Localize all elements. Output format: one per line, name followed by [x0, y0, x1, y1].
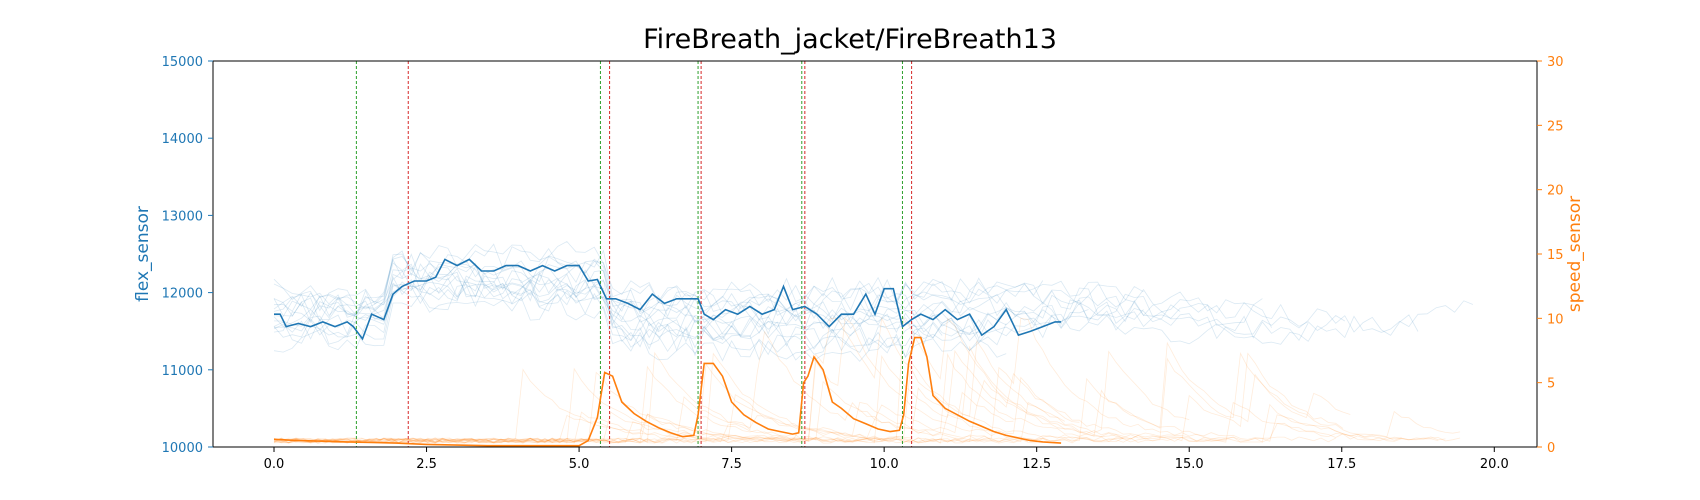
y-right-tick-label: 10 [1547, 312, 1564, 327]
faint-flex-line [273, 269, 1272, 362]
faint-speed-line [273, 316, 1124, 444]
flex-sensor-line [274, 258, 1062, 341]
faint-speed-line [273, 341, 1461, 444]
faint-speed-line [273, 352, 1344, 444]
faint-flex-line [273, 250, 1089, 350]
y-left-tick-label: 13000 [162, 209, 203, 224]
faint-sample-lines [273, 240, 1474, 444]
faint-speed-line [273, 330, 1029, 444]
x-tick-label: 10.0 [870, 457, 899, 472]
axes: 0.0 2.5 5.0 7.5 10.0 12.5 15.0 17.5 20.0 10000 110… [162, 55, 1564, 472]
x-tick-label: 2.5 [416, 457, 437, 472]
faint-speed-line [273, 352, 1351, 444]
faint-flex-line [273, 240, 1181, 340]
y-right-tick-label: 20 [1547, 184, 1564, 199]
faint-flex-line [273, 269, 1309, 342]
faint-speed-line [273, 350, 1190, 444]
x-tick-label: 7.5 [721, 457, 742, 472]
series-layer [273, 258, 1062, 447]
x-tick-label: 12.5 [1022, 457, 1051, 472]
faint-flex-line [273, 276, 1346, 335]
faint-flex-line [273, 283, 1144, 350]
y-left-tick-label: 14000 [162, 132, 203, 147]
faint-speed-line [273, 352, 1014, 444]
faint-flex-line [273, 260, 1263, 356]
speed-sensor-line [273, 336, 1062, 447]
plot-frame [212, 60, 1538, 448]
y-left-axis-label: flex_sensor [133, 206, 153, 302]
faint-flex-line [273, 258, 979, 353]
faint-flex-line [273, 266, 989, 362]
faint-flex-line [273, 269, 1474, 347]
faint-speed-line [273, 345, 1446, 444]
faint-flex-line [273, 275, 1419, 341]
y-right-axis-label: speed_sensor [1565, 196, 1585, 312]
chart-title: FireBreath_jacket/FireBreath13 [643, 24, 1057, 55]
faint-flex-line [273, 255, 1007, 346]
faint-speed-line [273, 379, 1461, 444]
y-left-tick-label: 12000 [162, 287, 203, 302]
faint-flex-line [273, 253, 1044, 339]
y-left-tick-label: 11000 [162, 364, 203, 379]
x-tick-label: 0.0 [264, 457, 285, 472]
y-left-tick-label: 15000 [162, 55, 203, 70]
y-right-tick-label: 15 [1547, 248, 1564, 263]
x-tick-label: 20.0 [1480, 457, 1509, 472]
x-tick-label: 17.5 [1327, 457, 1356, 472]
faint-speed-line [273, 349, 1080, 444]
y-right-tick-label: 25 [1547, 119, 1564, 134]
y-left-tick-label: 10000 [162, 441, 203, 456]
faint-flex-line [273, 262, 1144, 346]
faint-speed-line [273, 317, 1402, 444]
faint-speed-line [273, 317, 1124, 444]
y-right-tick-label: 0 [1547, 441, 1555, 456]
faint-speed-line [273, 376, 1439, 444]
y-right-tick-label: 5 [1547, 377, 1555, 392]
y-right-tick-label: 30 [1547, 55, 1564, 70]
x-tick-label: 5.0 [569, 457, 590, 472]
faint-flex-line [273, 243, 943, 336]
faint-speed-line [273, 317, 1226, 444]
faint-flex-line [273, 260, 1007, 358]
x-tick-label: 15.0 [1175, 457, 1204, 472]
